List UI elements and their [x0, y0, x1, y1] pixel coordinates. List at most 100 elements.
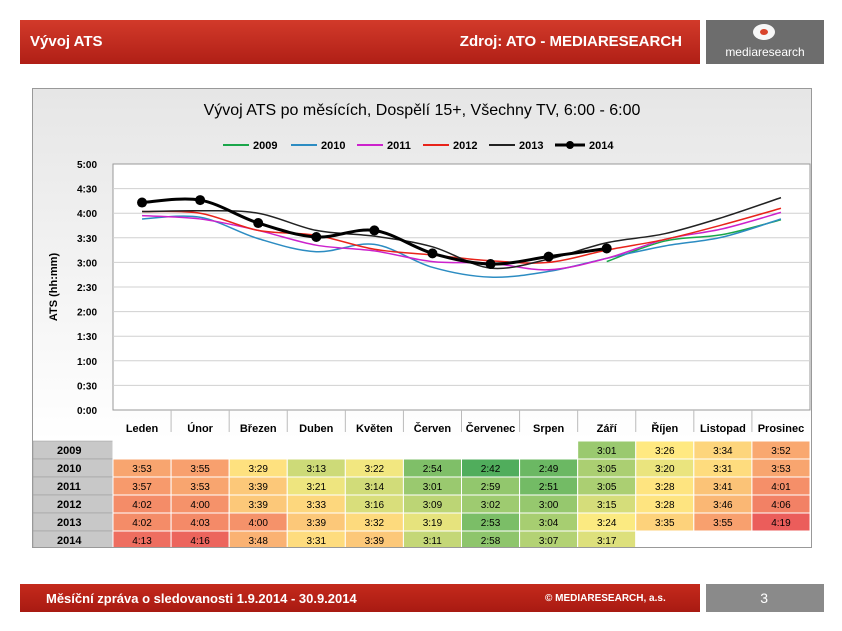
table-cell-value: 4:19: [771, 518, 791, 529]
y-tick-label: 1:00: [77, 357, 97, 368]
table-cell: [170, 440, 230, 460]
table-cell-value: 4:16: [190, 536, 210, 547]
x-tick-label: Květen: [356, 423, 393, 435]
x-tick-label: Únor: [187, 422, 213, 435]
series-line-2010: [142, 215, 782, 278]
table-cell-value: 3:24: [597, 518, 617, 529]
table-cell-value: 3:09: [423, 500, 443, 511]
y-tick-label: 2:30: [77, 283, 97, 294]
table-cell-value: 3:41: [713, 482, 733, 493]
table-cell-value: 2:49: [539, 464, 559, 475]
table-cell-value: 3:29: [248, 464, 268, 475]
table-cell-value: 2:53: [481, 518, 501, 529]
y-tick-label: 0:30: [77, 381, 97, 392]
table-cell: [519, 440, 579, 460]
series-point-2014: [485, 259, 496, 270]
table-cell-value: 4:00: [248, 518, 268, 529]
table-cell-value: 2:59: [481, 482, 501, 493]
table-cell-value: 3:02: [481, 500, 501, 511]
y-tick-label: 3:00: [77, 258, 97, 269]
table-cell: [112, 440, 172, 460]
y-tick-label: 1:30: [77, 332, 97, 343]
table-cell-value: 3:22: [365, 464, 385, 475]
footer-bar: Měsíční zpráva o sledovanosti 1.9.2014 -…: [20, 584, 700, 612]
header-source: Zdroj: ATO - MEDIARESEARCH: [459, 33, 682, 50]
table-cell-value: 3:07: [539, 536, 559, 547]
table-cell-value: 3:31: [307, 536, 327, 547]
table-cell-value: 3:39: [248, 500, 268, 511]
table-cell: [693, 530, 753, 550]
series-point-2014: [137, 197, 148, 208]
legend-label-2009: 2009: [253, 140, 277, 152]
table-cell-value: 3:34: [713, 446, 733, 457]
legend-label-2013: 2013: [519, 140, 543, 152]
x-tick-label: Červen: [414, 422, 452, 435]
table-cell-value: 3:39: [248, 482, 268, 493]
table-cell-value: 3:31: [713, 464, 733, 475]
y-tick-label: 5:00: [77, 160, 97, 171]
mediaresearch-logo: mediaresearch: [706, 20, 824, 64]
logo-mark-icon: [753, 24, 775, 40]
x-tick-label: Leden: [126, 423, 159, 435]
table-cell-value: 3:39: [365, 536, 385, 547]
x-tick-label: Září: [597, 423, 618, 435]
page-number-box: 3: [706, 584, 824, 612]
series-point-2014: [253, 218, 264, 229]
table-cell-value: 3:26: [655, 446, 675, 457]
footer-copyright: © MEDIARESEARCH, a.s.: [545, 593, 666, 604]
table-cell-value: 3:19: [423, 518, 443, 529]
table-cell: [228, 440, 288, 460]
y-tick-label: 4:30: [77, 185, 97, 196]
y-tick-label: 0:00: [77, 406, 97, 417]
table-cell-value: 3:53: [132, 464, 152, 475]
header-bar: Vývoj ATS Zdroj: ATO - MEDIARESEARCH: [20, 20, 700, 64]
legend-label-2012: 2012: [453, 140, 477, 152]
table-cell-value: 3:52: [771, 446, 791, 457]
table-row-label: 2009: [57, 445, 81, 457]
table-cell-value: 4:02: [132, 500, 152, 511]
table-row-label: 2013: [57, 517, 81, 529]
x-tick-label: Březen: [240, 423, 277, 435]
table-cell-value: 4:02: [132, 518, 152, 529]
footer-report-title: Měsíční zpráva o sledovanosti 1.9.2014 -…: [46, 591, 357, 606]
table-cell: [751, 530, 811, 550]
table-cell: [635, 530, 695, 550]
y-tick-label: 4:00: [77, 209, 97, 220]
table-cell-value: 4:03: [190, 518, 210, 529]
table-cell-value: 3:57: [132, 482, 152, 493]
table-cell-value: 4:06: [771, 500, 791, 511]
table-cell-value: 3:01: [597, 446, 617, 457]
table-row-label: 2012: [57, 499, 81, 511]
x-tick-label: Říjen: [651, 422, 678, 435]
table-cell-value: 3:55: [713, 518, 733, 529]
chart-panel: Vývoj ATS po měsících, Dospělí 15+, Všec…: [32, 88, 812, 550]
legend-label-2014: 2014: [589, 140, 614, 152]
table-cell-value: 3:00: [539, 500, 559, 511]
table-cell-value: 3:21: [307, 482, 327, 493]
table-cell: [461, 440, 521, 460]
table-cell-value: 3:46: [713, 500, 733, 511]
table-row-label: 2010: [57, 463, 81, 475]
table-cell-value: 3:04: [539, 518, 559, 529]
table-cell-value: 3:16: [365, 500, 385, 511]
table-cell-value: 3:32: [365, 518, 385, 529]
table-cell-value: 3:33: [307, 500, 327, 511]
table-cell-value: 2:58: [481, 536, 501, 547]
table-cell-value: 3:01: [423, 482, 443, 493]
table-cell-value: 3:28: [655, 500, 675, 511]
table-cell-value: 3:17: [597, 536, 617, 547]
legend-marker-2014: [566, 141, 574, 149]
legend-label-2011: 2011: [387, 140, 411, 152]
table-cell-value: 3:28: [655, 482, 675, 493]
table-cell: [344, 440, 404, 460]
table-cell-value: 3:15: [597, 500, 617, 511]
table-cell-value: 3:05: [597, 482, 617, 493]
table-cell-value: 3:14: [365, 482, 385, 493]
logo-text: mediaresearch: [725, 45, 805, 59]
table-cell-value: 4:13: [132, 536, 152, 547]
x-tick-label: Prosinec: [758, 423, 804, 435]
series-point-2014: [195, 195, 206, 206]
chart-title: Vývoj ATS po měsících, Dospělí 15+, Všec…: [204, 102, 641, 119]
table-cell-value: 3:20: [655, 464, 675, 475]
table-cell-value: 3:11: [423, 536, 442, 547]
